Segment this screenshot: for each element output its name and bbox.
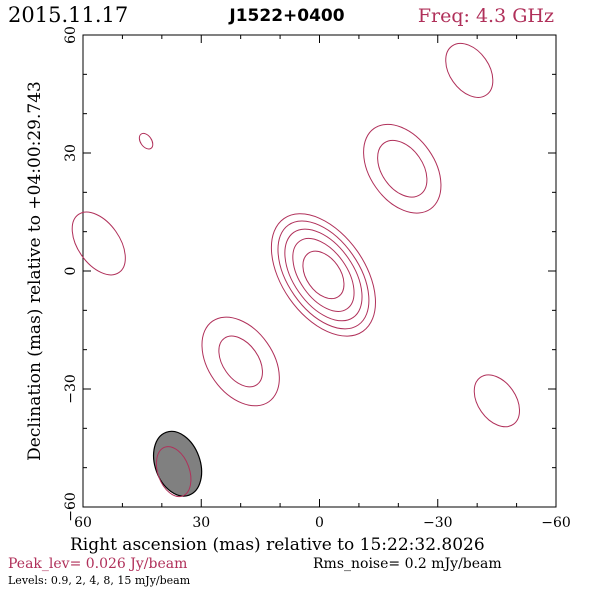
y-tick-label: −60: [63, 492, 79, 522]
contours: [71, 42, 520, 498]
axis-ticks: [82, 34, 557, 508]
contour-beam-contour-1: [155, 446, 192, 498]
restoring-beam: [152, 430, 203, 497]
y-tick-label: 30: [63, 144, 79, 162]
contour-jet-nw-2: [218, 335, 263, 388]
contour-core-5: [302, 250, 345, 300]
frequency-label: Freq: 4.3 GHz: [418, 5, 554, 27]
x-tick-label: 60: [74, 515, 92, 531]
beam-ellipse: [152, 430, 203, 497]
plot-frame: [82, 34, 557, 508]
x-tick-label: 0: [315, 515, 324, 531]
x-tick-label: −60: [541, 515, 571, 531]
peak-level: Peak_lev= 0.026 Jy/beam: [8, 556, 187, 572]
x-tick-label: −30: [423, 515, 453, 531]
contour-core-1: [270, 213, 376, 337]
contour-core-2: [277, 220, 370, 330]
contour-jet-se-1: [363, 123, 442, 214]
contour-core-3: [284, 228, 363, 322]
contour-blob-small-1: [138, 132, 154, 150]
contour-jet-se-2: [377, 139, 428, 198]
rms-noise: Rms_noise= 0.2 mJy/beam: [313, 556, 502, 572]
y-tick-label: 0: [63, 267, 79, 276]
contour-blob-sw-1: [473, 374, 520, 428]
contour-blob-w-1: [71, 211, 126, 276]
observation-date: 2015.11.17: [8, 3, 128, 27]
y-tick-label: −30: [63, 374, 79, 404]
source-name: J1522+0400: [228, 6, 344, 26]
x-axis-label: Right ascension (mas) relative to 15:22:…: [70, 535, 485, 555]
y-axis-label: Declination (mas) relative to +04:00:29.…: [25, 81, 45, 461]
contour-levels: Levels: 0.9, 2, 4, 8, 15 mJy/beam: [8, 574, 191, 587]
x-tick-label: 30: [192, 515, 210, 531]
contour-jet-nw-1: [201, 316, 280, 407]
y-tick-labels: −60 −30 0 30 60: [63, 26, 79, 522]
contour-core-4: [292, 237, 355, 312]
x-tick-labels: 60 30 0 −30 −60: [74, 515, 571, 531]
y-tick-label: 60: [63, 26, 79, 44]
contour-blob-ne-top-1: [445, 42, 494, 98]
